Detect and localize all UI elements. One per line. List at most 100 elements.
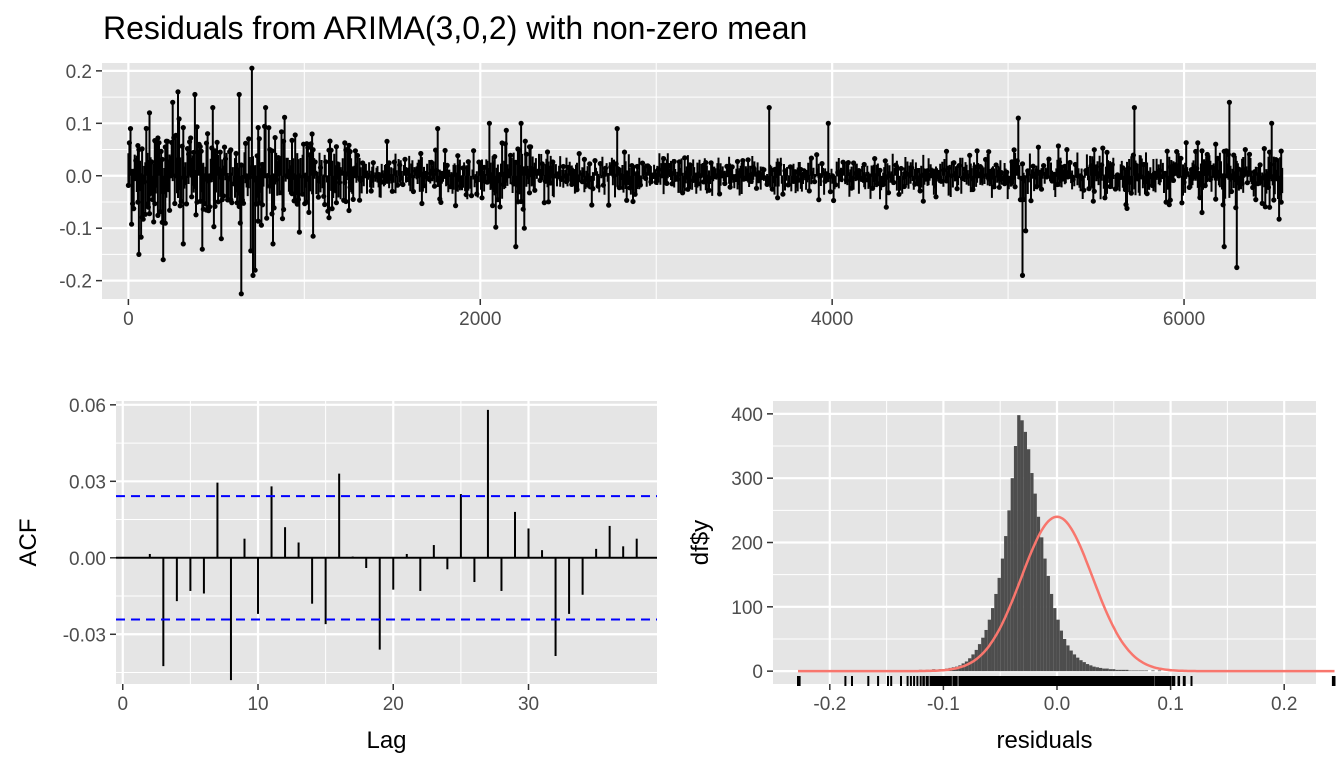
residual-point — [954, 186, 960, 192]
residual-point — [1165, 184, 1171, 190]
residual-point — [1055, 143, 1061, 149]
residual-point — [946, 165, 952, 171]
residual-point — [149, 159, 155, 165]
residual-point — [933, 194, 939, 200]
residual-point — [281, 138, 287, 144]
residual-point — [218, 236, 224, 242]
residual-point — [1044, 174, 1050, 180]
residual-point — [1202, 183, 1208, 189]
residual-point — [400, 181, 406, 188]
residual-point — [233, 150, 239, 157]
residual-point — [1166, 202, 1172, 208]
residual-point — [977, 164, 983, 170]
residual-point — [912, 181, 918, 187]
residual-point — [1038, 186, 1045, 192]
residual-point — [983, 156, 989, 163]
residual-point — [333, 200, 339, 206]
residual-point — [719, 170, 725, 176]
residual-point — [528, 144, 534, 150]
residual-point — [548, 180, 554, 186]
residual-point — [357, 197, 363, 203]
residual-point — [803, 169, 809, 175]
residual-point — [645, 163, 651, 169]
residual-point — [569, 181, 575, 187]
residual-point — [706, 187, 712, 193]
residual-point — [193, 212, 199, 218]
residual-point — [571, 168, 577, 175]
residual-point — [447, 184, 453, 190]
residual-point — [1064, 147, 1070, 153]
residual-point — [785, 182, 791, 188]
residual-point — [1025, 168, 1031, 174]
histogram-bar — [1079, 660, 1083, 672]
residual-point — [247, 174, 253, 180]
residual-point — [212, 148, 218, 154]
residual-point — [199, 246, 205, 252]
residual-point — [734, 158, 741, 165]
residual-point — [228, 147, 234, 153]
residual-point — [1009, 159, 1015, 165]
residual-point — [1002, 181, 1008, 187]
residual-point — [238, 162, 244, 168]
residual-point — [1204, 151, 1210, 158]
residual-point — [1278, 199, 1284, 205]
histogram-bar — [1017, 415, 1021, 672]
residual-point — [1197, 195, 1203, 201]
histogram-bar — [1128, 670, 1132, 672]
residual-point — [257, 187, 263, 193]
residual-point — [961, 166, 968, 172]
residual-point — [729, 164, 735, 170]
residual-point — [426, 176, 432, 182]
residual-point — [1091, 147, 1097, 153]
histogram-bar — [1013, 446, 1018, 672]
histogram-bar — [1144, 670, 1149, 672]
residual-point — [141, 179, 147, 185]
residual-point — [1269, 120, 1275, 126]
residual-point — [157, 209, 163, 215]
x-tick-label: 0 — [117, 694, 128, 715]
residual-point — [991, 184, 997, 190]
residual-point — [637, 182, 644, 188]
histogram-bar — [1138, 670, 1142, 672]
residual-point — [133, 158, 139, 164]
residual-point — [275, 155, 281, 161]
residual-point — [479, 195, 485, 201]
residual-point — [1086, 186, 1092, 192]
residual-point — [986, 149, 992, 155]
residual-point — [358, 178, 364, 184]
x-tick-label: -0.2 — [813, 694, 846, 715]
residual-point — [308, 141, 314, 147]
residual-point — [139, 146, 145, 152]
residual-point — [304, 141, 310, 147]
residual-point — [664, 180, 670, 186]
residual-point — [402, 156, 408, 162]
residual-point — [289, 191, 295, 197]
residual-point — [1107, 183, 1113, 190]
residual-point — [891, 179, 897, 186]
residual-point — [376, 172, 382, 178]
residual-point — [201, 201, 207, 207]
residual-point — [724, 163, 730, 169]
residual-point — [1250, 184, 1256, 191]
residual-point — [135, 143, 141, 149]
residual-point — [248, 248, 254, 254]
residual-point — [1226, 99, 1232, 105]
residual-point — [938, 178, 944, 184]
residual-point — [854, 175, 860, 181]
residual-point — [1124, 205, 1130, 211]
residual-point — [838, 176, 844, 182]
residual-point — [178, 198, 184, 204]
residual-point — [592, 158, 598, 164]
residual-point — [1228, 188, 1235, 195]
residual-point — [613, 161, 619, 167]
residual-point — [851, 160, 857, 166]
y-tick-label: 0.2 — [66, 62, 92, 83]
rug-ticks — [797, 676, 1336, 686]
residual-point — [1241, 167, 1247, 173]
residual-point — [845, 160, 851, 166]
residual-point — [495, 197, 501, 203]
residual-point — [331, 186, 337, 193]
residual-point — [1051, 171, 1057, 177]
residual-point — [1220, 202, 1226, 208]
residual-point — [1131, 105, 1137, 111]
